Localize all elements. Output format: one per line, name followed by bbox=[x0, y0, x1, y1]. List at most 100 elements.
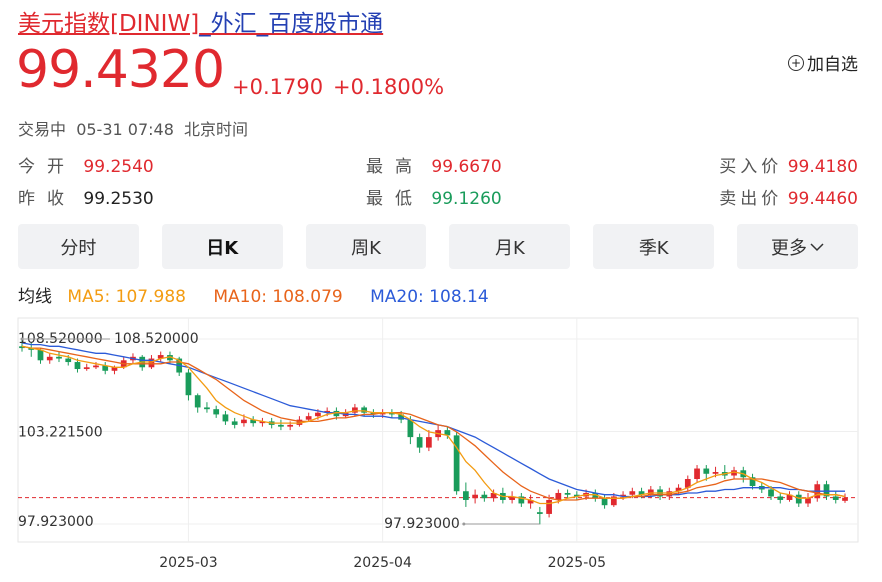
candle bbox=[259, 417, 266, 427]
candle bbox=[823, 480, 830, 500]
candle-body bbox=[666, 491, 673, 497]
candle bbox=[426, 430, 432, 452]
candle bbox=[573, 491, 580, 500]
candle-body bbox=[712, 472, 719, 474]
candle bbox=[536, 506, 543, 525]
quote-time: 05-31 07:48 bbox=[76, 120, 174, 139]
candle-body bbox=[610, 496, 617, 506]
candle bbox=[805, 492, 811, 507]
candle-body bbox=[426, 437, 432, 448]
candle-body bbox=[157, 355, 164, 359]
candle-body bbox=[564, 492, 571, 495]
candle-body bbox=[56, 356, 62, 359]
candle-body bbox=[407, 419, 414, 438]
candle-body bbox=[786, 494, 793, 500]
candle bbox=[305, 412, 312, 422]
min-label: 97.923000 bbox=[384, 516, 460, 532]
market-status: 交易中 05-31 07:48 北京时间 bbox=[18, 116, 248, 140]
plus-circle-icon: + bbox=[788, 54, 804, 71]
tab-weekly-k[interactable]: 周K bbox=[305, 224, 427, 269]
candle-body bbox=[148, 358, 155, 368]
high-label: 最高 bbox=[366, 157, 424, 177]
candle-body bbox=[324, 410, 331, 413]
ask-label: 卖出价 bbox=[719, 189, 783, 209]
timezone: 北京时间 bbox=[184, 120, 249, 139]
candle-body bbox=[102, 365, 109, 371]
high-row: 最高 99.6670 bbox=[366, 152, 502, 177]
max-label: 108.520000 bbox=[114, 331, 199, 347]
candle-body bbox=[93, 365, 99, 368]
candle-body bbox=[518, 496, 525, 504]
candle-body bbox=[490, 492, 497, 499]
candle bbox=[749, 473, 756, 490]
ask-value: 99.4460 bbox=[787, 189, 858, 209]
candle bbox=[250, 416, 257, 427]
candle bbox=[416, 433, 423, 453]
chart-grid bbox=[17, 317, 859, 543]
tab-monthly-k[interactable]: 月K bbox=[449, 224, 571, 269]
candle-body bbox=[241, 419, 247, 424]
high-value: 99.6670 bbox=[431, 157, 502, 177]
ma5-value: MA5: 107.988 bbox=[67, 287, 186, 307]
candle-body bbox=[305, 416, 312, 420]
tab-daily-k[interactable]: 日K bbox=[161, 224, 283, 269]
ma5-line bbox=[21, 345, 846, 505]
candle-body bbox=[370, 412, 377, 415]
candle-body bbox=[398, 414, 405, 420]
candle-body bbox=[777, 496, 784, 500]
tab-intraday[interactable]: 分时 bbox=[18, 224, 139, 269]
candle bbox=[389, 409, 395, 418]
candle-body bbox=[46, 356, 53, 361]
open-row: 今开 99.2540 bbox=[18, 152, 154, 177]
title-name[interactable]: 美元指数[DINIW] bbox=[18, 11, 200, 37]
candle-body bbox=[416, 437, 423, 448]
candle bbox=[731, 466, 737, 480]
title-site[interactable]: _外汇_百度股市通 bbox=[199, 11, 384, 37]
candle-body bbox=[231, 421, 238, 425]
last-price: 99.4320 bbox=[16, 40, 225, 100]
tab-quarterly-k[interactable]: 季K bbox=[593, 224, 715, 269]
tab-more[interactable]: 更多 bbox=[737, 224, 858, 269]
add-watchlist-label: 加自选 bbox=[807, 55, 858, 75]
x-tick-label: 2025-03 bbox=[159, 555, 218, 571]
ma-legend: 均线 MA5: 107.988 MA10: 108.079 MA20: 108.… bbox=[18, 282, 511, 307]
candle-body bbox=[823, 484, 830, 497]
candle-body bbox=[546, 499, 552, 514]
candle-body bbox=[111, 367, 118, 371]
add-watchlist-button[interactable]: + 加自选 bbox=[788, 50, 858, 75]
prev-close-label: 昨收 bbox=[18, 189, 76, 209]
candle-body bbox=[315, 412, 321, 417]
y-tick-label: 97.923000 bbox=[18, 514, 94, 530]
x-tick-label: 2025-04 bbox=[353, 555, 412, 571]
price-change-pct: +0.1800% bbox=[333, 75, 445, 99]
tab-label: 季K bbox=[638, 237, 669, 259]
candle-body bbox=[333, 410, 340, 417]
candle-body bbox=[389, 412, 395, 415]
candle-body bbox=[259, 421, 266, 424]
candle bbox=[222, 410, 229, 425]
page-title[interactable]: 美元指数[DINIW]_外汇_百度股市通 bbox=[18, 4, 383, 38]
candle bbox=[592, 489, 599, 502]
candle-body bbox=[647, 489, 654, 495]
candle bbox=[684, 475, 691, 492]
chart-labels: 108.520000 103.221500 97.923000 2025-03 2025… bbox=[18, 331, 606, 571]
chevron-down-icon bbox=[810, 242, 824, 251]
tab-label: 周K bbox=[351, 237, 381, 259]
candle bbox=[527, 494, 534, 509]
candle-body bbox=[795, 494, 802, 504]
tab-label: 月K bbox=[494, 237, 525, 259]
candle-body bbox=[703, 468, 710, 474]
candle-body bbox=[684, 479, 691, 488]
candle bbox=[721, 465, 728, 480]
candle-body bbox=[749, 477, 756, 486]
candle-body bbox=[194, 395, 201, 408]
candle bbox=[194, 393, 201, 413]
candle-body bbox=[278, 424, 284, 427]
kline-chart[interactable]: 108.520000 103.221500 97.923000 2025-03 2025… bbox=[0, 300, 882, 582]
candle bbox=[842, 493, 848, 503]
candle bbox=[490, 489, 497, 502]
candle-body bbox=[462, 491, 469, 500]
low-label: 最低 bbox=[366, 189, 424, 209]
candle-body bbox=[19, 346, 25, 349]
candle bbox=[462, 482, 469, 507]
